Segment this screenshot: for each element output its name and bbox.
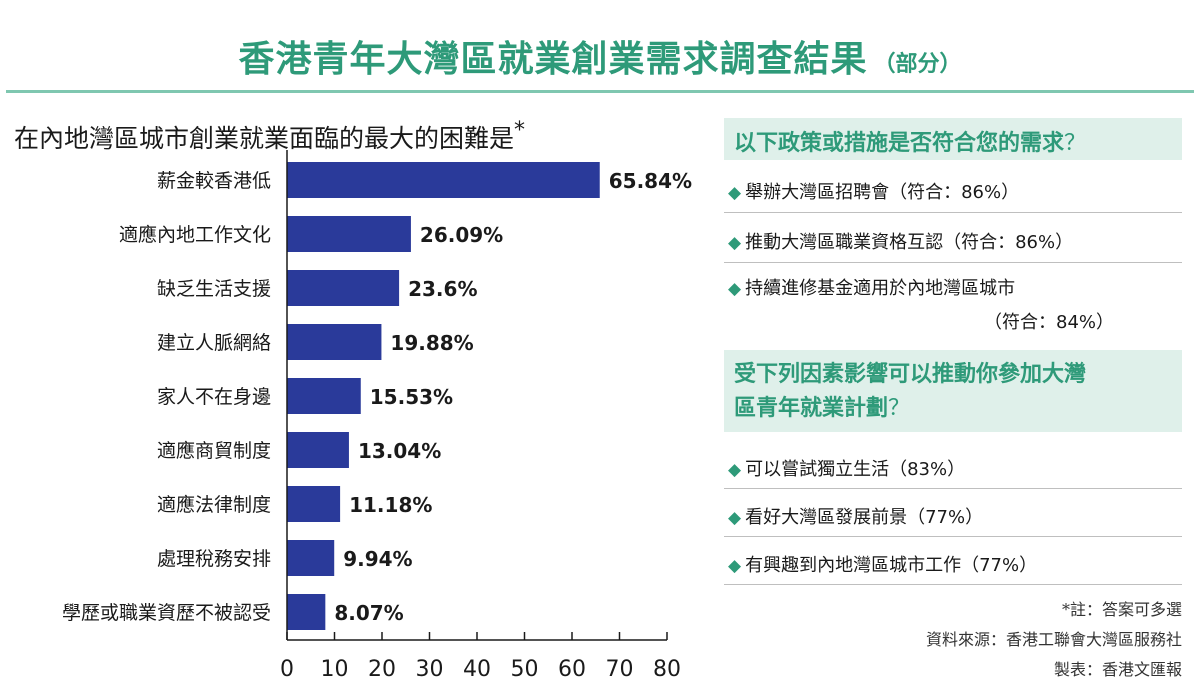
chart-title-text: 在內地灣區城市創業就業面臨的最大的困難是 — [14, 124, 515, 153]
panel2-divider-1 — [724, 488, 1182, 489]
x-tick-label: 50 — [511, 657, 539, 682]
bar — [287, 162, 600, 198]
title-main: 香港青年大灣區就業創業需求調查結果 — [238, 38, 868, 80]
x-tick-label: 40 — [463, 657, 491, 682]
x-tick-label: 20 — [368, 657, 396, 682]
category-label: 學歷或職業資歷不被認受 — [62, 602, 271, 624]
x-tick-label: 0 — [280, 657, 294, 682]
x-tick-label: 80 — [653, 657, 681, 682]
x-tick-label: 70 — [606, 657, 634, 682]
footnote: *註：答案可多選 — [1061, 600, 1182, 619]
panel2-item-2-text: 看好大灣區發展前景（77%） — [745, 507, 984, 528]
category-label: 建立人脈網絡 — [157, 332, 271, 354]
value-label: 11.18% — [349, 493, 432, 517]
page-title: 香港青年大灣區就業創業需求調查結果 （部分） — [0, 30, 1200, 86]
value-label: 19.88% — [390, 331, 473, 355]
diamond-icon: ◆ — [728, 508, 742, 528]
category-label: 缺乏生活支援 — [157, 278, 271, 300]
bar — [287, 486, 341, 522]
source-credit: 資料來源：香港工聯會大灣區服務社 — [925, 630, 1182, 649]
value-label: 65.84% — [609, 169, 692, 193]
value-label: 26.09% — [420, 223, 503, 247]
panel2-header-qmark: ？ — [888, 396, 911, 421]
diamond-icon: ◆ — [728, 279, 742, 299]
bar — [287, 540, 335, 576]
panel1-header-text: 以下政策或措施是否符合您的需求 — [734, 131, 1065, 156]
diamond-icon: ◆ — [728, 460, 742, 480]
panel1-header: 以下政策或措施是否符合您的需求？ — [724, 118, 1182, 160]
category-label: 家人不在身邊 — [157, 386, 271, 408]
bar — [287, 216, 411, 252]
panel2-header-line2: 區青年就業計劃 — [734, 396, 889, 421]
panel2-item-1: ◆ 可以嘗試獨立生活（83%） — [728, 455, 1182, 481]
panel1-item-3: ◆ 持續進修基金適用於內地灣區城市 — [728, 274, 1182, 300]
panel2-item-2: ◆ 看好大灣區發展前景（77%） — [728, 503, 1182, 529]
panel2-item-1-text: 可以嘗試獨立生活（83%） — [745, 459, 966, 480]
x-tick-label: 30 — [416, 657, 444, 682]
chart-title-mark: * — [514, 118, 526, 143]
bar — [287, 594, 326, 630]
value-label: 23.6% — [408, 277, 477, 301]
bar — [287, 432, 349, 468]
panel2-header-line1: 受下列因素影響可以推動你參加大灣 — [734, 362, 1087, 387]
title-subtitle: （部分） — [873, 51, 962, 77]
panel1-header-qmark: ？ — [1064, 131, 1087, 156]
x-tick-label: 10 — [321, 657, 349, 682]
category-label: 處理稅務安排 — [157, 548, 271, 570]
bar — [287, 378, 361, 414]
panel2-item-3: ◆ 有興趣到內地灣區城市工作（77%） — [728, 551, 1182, 577]
panel1-divider-2 — [724, 262, 1182, 263]
diamond-icon: ◆ — [728, 556, 742, 576]
category-label: 適應法律制度 — [157, 493, 271, 516]
value-label: 8.07% — [334, 601, 403, 625]
panel1-item-1: ◆ 舉辦大灣區招聘會（符合：86%） — [728, 178, 1182, 204]
panel2-item-3-text: 有興趣到內地灣區城市工作（77%） — [745, 555, 1038, 576]
panel1-item-1-text: 舉辦大灣區招聘會（符合：86%） — [745, 182, 1020, 203]
category-label: 薪金較香港低 — [157, 170, 271, 192]
panel2-divider-3 — [724, 584, 1182, 585]
made-by-credit: 製表：香港文匯報 — [1053, 660, 1182, 679]
value-label: 13.04% — [358, 439, 441, 463]
panel2-divider-2 — [724, 536, 1182, 537]
diamond-icon: ◆ — [728, 233, 742, 253]
category-label: 適應內地工作文化 — [119, 223, 271, 246]
chart-title: 在內地灣區城市創業就業面臨的最大的困難是* — [14, 118, 525, 155]
bar — [287, 270, 400, 306]
bar-chart: 薪金較香港低 65.84% 適應內地工作文化 26.09% 缺乏生活支援 23.6% 建立人… — [62, 150, 692, 682]
bar — [287, 324, 382, 360]
panel1-item-2-text: 推動大灣區職業資格互認（符合：86%） — [745, 232, 1074, 253]
value-label: 9.94% — [343, 547, 412, 571]
category-label: 適應商貿制度 — [157, 439, 271, 462]
value-label: 15.53% — [370, 385, 453, 409]
panel2-header: 受下列因素影響可以推動你參加大灣 區青年就業計劃？ — [724, 350, 1182, 432]
panel1-item-3-text: 持續進修基金適用於內地灣區城市 — [745, 278, 1016, 299]
panel1-item-2: ◆ 推動大灣區職業資格互認（符合：86%） — [728, 228, 1182, 254]
title-divider — [6, 90, 1194, 93]
panel1-item-3-cont: （符合：84%） — [984, 312, 1115, 333]
diamond-icon: ◆ — [728, 183, 742, 203]
x-tick-label: 60 — [558, 657, 586, 682]
panel1-divider-1 — [724, 212, 1182, 213]
